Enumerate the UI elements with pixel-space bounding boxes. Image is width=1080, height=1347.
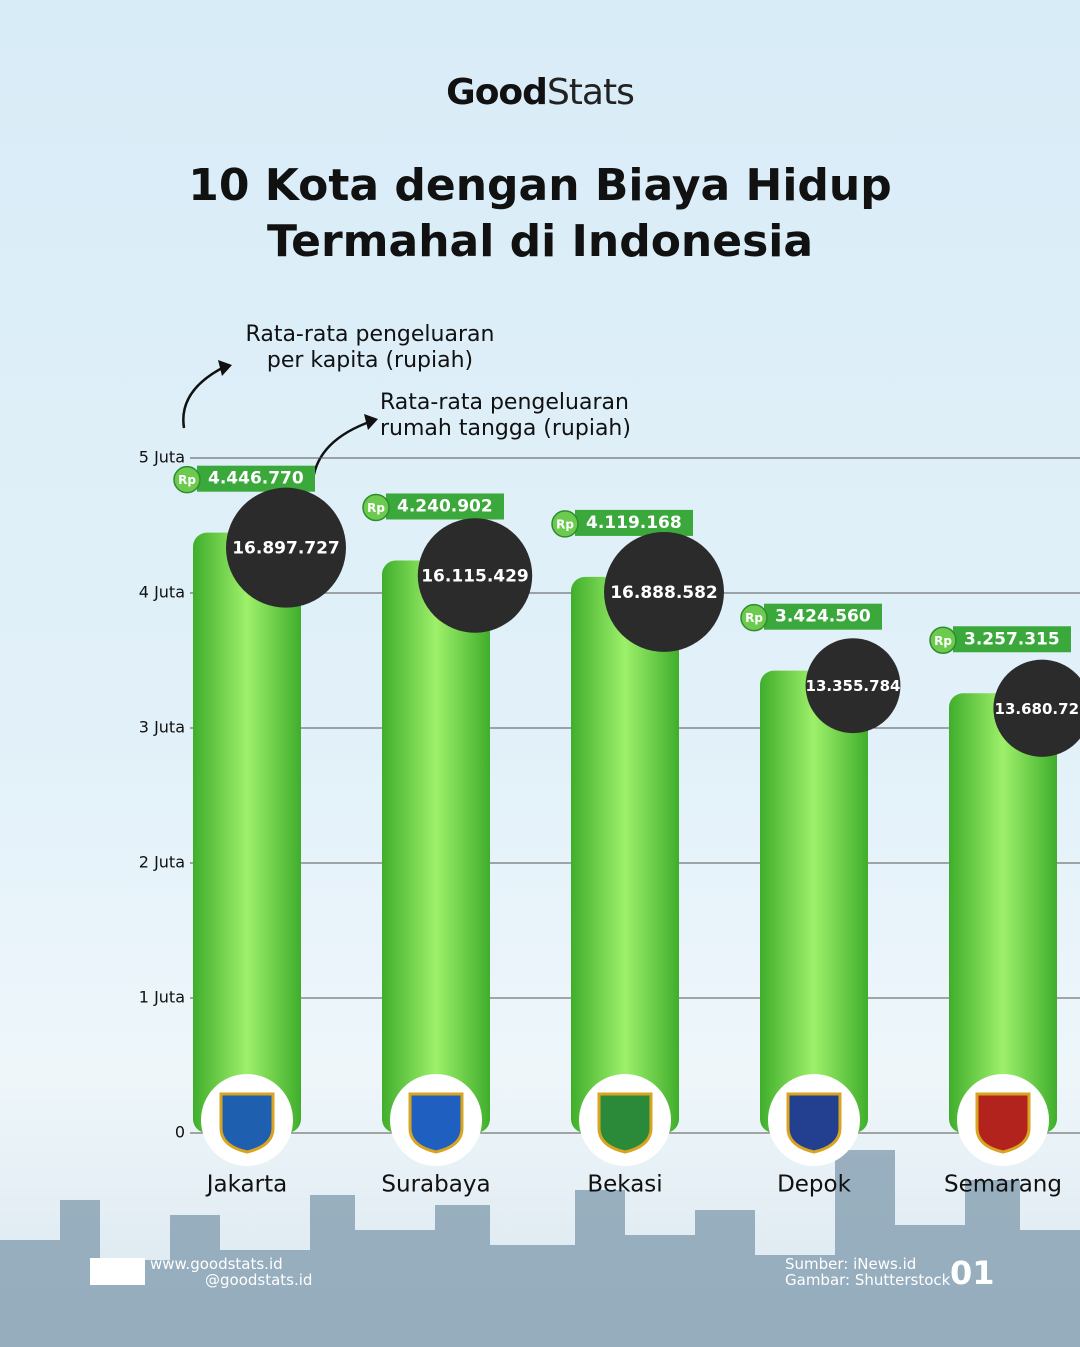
household-label: 16.888.582 (610, 583, 718, 603)
category-label: Bekasi (587, 1172, 662, 1198)
chart-title: 10 Kota dengan Biaya Hidup Termahal di I… (188, 160, 892, 267)
household-label: 13.680.725 (995, 700, 1080, 718)
social: @goodstats.id (205, 1271, 313, 1289)
city-emblem-shield (786, 1092, 842, 1154)
brand-stats: Stats (546, 72, 635, 113)
y-tick-label: 1 Juta (139, 988, 185, 1007)
value-label: 3.424.560 (775, 607, 871, 627)
y-tick-label: 4 Juta (139, 583, 185, 602)
arrow-head (218, 360, 232, 376)
image-credit: Gambar: Shutterstock (785, 1271, 951, 1289)
city-emblem-shield (408, 1092, 464, 1154)
rp-text: Rp (745, 611, 763, 625)
bar (571, 576, 679, 1133)
household-label: 13.355.784 (806, 677, 901, 695)
skyline (0, 1150, 1080, 1347)
series-label: Rata-rata pengeluaran rumah tangga (rupi… (380, 390, 631, 441)
household-bubble (993, 659, 1080, 757)
household-bubble (417, 518, 533, 633)
arrow (311, 419, 373, 481)
rp-text: Rp (934, 634, 952, 648)
value-label: 3.257.315 (964, 629, 1060, 649)
category-label: Semarang (944, 1172, 1062, 1198)
household-bubble (604, 531, 724, 652)
rp-icon (740, 603, 768, 632)
source: Sumber: iNews.id (785, 1255, 917, 1273)
rp-icon (173, 465, 201, 494)
city-emblem-shield (975, 1092, 1031, 1154)
y-tick-label: 0 (175, 1123, 185, 1142)
rp-text: Rp (556, 517, 574, 531)
value-label: 4.240.902 (397, 496, 493, 516)
rp-text: Rp (178, 473, 196, 487)
value-label: 4.119.168 (586, 513, 682, 533)
value-label-bg (575, 509, 693, 536)
city-emblem-shield (219, 1092, 275, 1154)
page-number: 01 (950, 1254, 995, 1292)
rp-text: Rp (367, 501, 385, 515)
logo: GoodStats (0, 72, 1080, 113)
value-label-bg (953, 626, 1071, 653)
value-label-bg (197, 465, 315, 492)
rp-icon (929, 626, 957, 655)
category-label: Jakarta (205, 1172, 287, 1198)
value-label-bg (764, 603, 882, 630)
household-label: 16.897.727 (232, 539, 340, 559)
rp-icon (362, 493, 390, 522)
household-bubble (805, 638, 901, 734)
category-label: Depok (777, 1172, 852, 1198)
website: www.goodstats.id (150, 1255, 283, 1273)
value-label: 4.446.770 (208, 469, 304, 489)
household-label: 16.115.429 (421, 566, 529, 586)
footer-logo-box (90, 1258, 145, 1285)
bar (949, 693, 1057, 1133)
household-bubble (226, 487, 346, 608)
arrow (182, 364, 227, 429)
category-label: Surabaya (381, 1172, 490, 1198)
brand-good: Good (446, 72, 548, 113)
y-tick-label: 2 Juta (139, 853, 185, 872)
bar (760, 670, 868, 1133)
rp-icon (551, 510, 579, 538)
bar (193, 532, 301, 1133)
series-label: Rata-rata pengeluaran per kapita (rupiah… (245, 322, 495, 373)
arrow-head (364, 414, 378, 430)
y-tick-label: 3 Juta (139, 718, 185, 737)
bar (382, 560, 490, 1133)
city-emblem-shield (597, 1092, 653, 1154)
value-label-bg (386, 493, 504, 520)
y-tick-label: 5 Juta (139, 448, 185, 467)
